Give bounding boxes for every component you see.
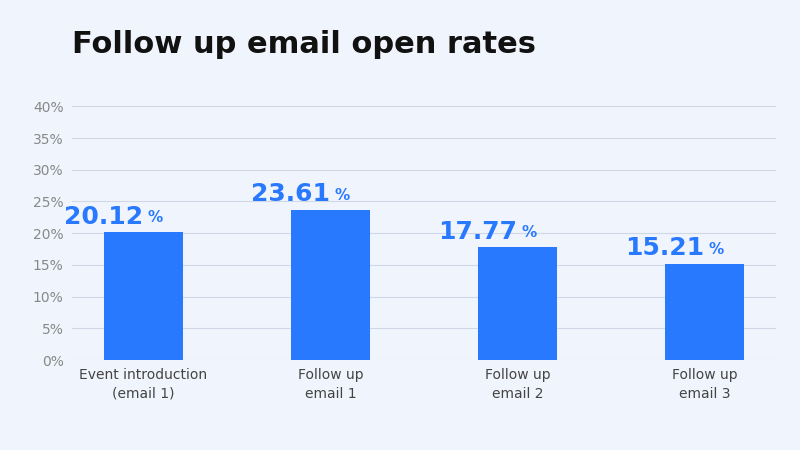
Text: 20.12: 20.12: [64, 205, 143, 229]
Text: %: %: [709, 242, 724, 256]
Text: 15.21: 15.21: [626, 236, 705, 260]
Text: %: %: [522, 225, 537, 240]
Bar: [291, 210, 370, 360]
Text: 23.61: 23.61: [251, 183, 330, 207]
Bar: [666, 264, 744, 360]
Text: 17.77: 17.77: [438, 220, 518, 243]
Text: Follow up email open rates: Follow up email open rates: [72, 30, 536, 59]
Text: %: %: [147, 211, 162, 225]
Bar: [104, 232, 182, 360]
Bar: [478, 248, 557, 360]
Text: %: %: [334, 188, 350, 203]
